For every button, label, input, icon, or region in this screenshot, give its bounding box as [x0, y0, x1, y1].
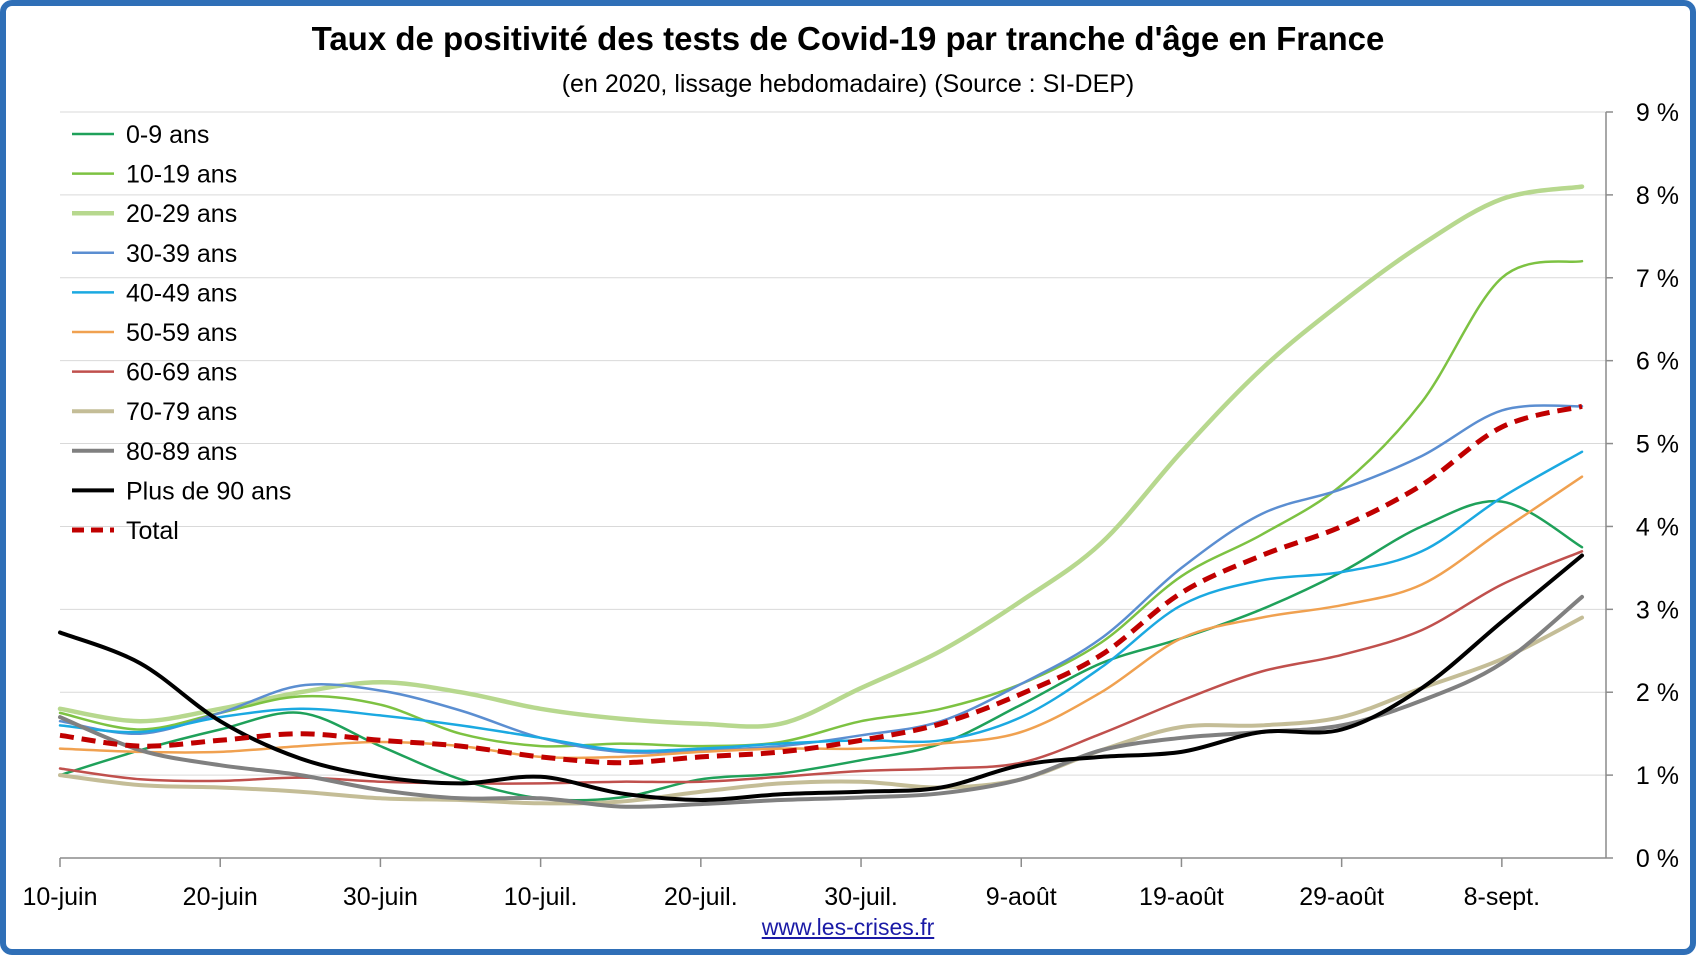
y-tick-label: 3 %	[1636, 596, 1679, 624]
legend-label: Plus de 90 ans	[126, 477, 291, 505]
legend-label: 30-39 ans	[126, 240, 237, 268]
x-tick-label: 30-juin	[343, 883, 418, 911]
series-line-30-39-ans	[58, 404, 1584, 754]
series-line-20-29-ans	[57, 184, 1585, 729]
source-link[interactable]: www.les-crises.fr	[761, 914, 935, 940]
x-tick-label: 20-juil.	[664, 883, 738, 911]
y-tick-label: 8 %	[1636, 182, 1679, 210]
y-tick-label: 7 %	[1636, 265, 1679, 293]
x-tick-label: 8-sept.	[1464, 883, 1540, 911]
series-lines	[57, 184, 1585, 809]
series-line-70-79-ans	[58, 615, 1584, 806]
series-line-Total	[59, 403, 1583, 766]
legend: 0-9 ans 10-19 ans 20-29 ans 30-39 ans 40-49 …	[72, 121, 291, 545]
series-line-0-9-ans	[58, 499, 1584, 802]
series-line-10-19-ans	[58, 259, 1584, 748]
x-tick-label: 19-août	[1139, 883, 1224, 911]
legend-label: 20-29 ans	[126, 200, 237, 228]
y-tick-label: 0 %	[1636, 845, 1679, 873]
legend-label: 70-79 ans	[126, 398, 237, 426]
series-line-80-89-ans	[58, 594, 1584, 809]
series-line-40-49-ans	[58, 450, 1584, 753]
legend-label: 60-69 ans	[126, 359, 237, 387]
series-line-50-59-ans	[58, 475, 1584, 760]
x-tick-label: 29-août	[1299, 883, 1384, 911]
legend-label: 40-49 ans	[126, 279, 237, 307]
y-tick-label: 1 %	[1636, 762, 1679, 790]
chart-title: Taux de positivité des tests de Covid-19…	[311, 20, 1385, 57]
x-tick-label: 20-juin	[183, 883, 258, 911]
x-tick-label: 10-juin	[22, 883, 97, 911]
y-tick-label: 9 %	[1636, 99, 1679, 127]
y-tick-label: 5 %	[1636, 431, 1679, 459]
x-tick-label: 10-juil.	[504, 883, 578, 911]
y-tick-label: 2 %	[1636, 679, 1679, 707]
legend-label: Total	[126, 517, 179, 545]
axes: 0 % 1 % 2 % 3 % 4 % 5 % 6 % 7 % 8 % 9 % 10-juin 20-…	[22, 99, 1679, 911]
legend-label: 10-19 ans	[126, 161, 237, 189]
series-line-Plus-de-90-ans	[58, 553, 1584, 803]
chart-subtitle: (en 2020, lissage hebdomadaire) (Source …	[561, 70, 1135, 98]
x-tick-label: 9-août	[986, 883, 1057, 911]
legend-label: 0-9 ans	[126, 121, 209, 149]
y-tick-label: 6 %	[1636, 348, 1679, 376]
legend-label: 50-59 ans	[126, 319, 237, 347]
legend-label: 80-89 ans	[126, 438, 237, 466]
y-tick-label: 4 %	[1636, 513, 1679, 541]
x-tick-label: 30-juil.	[824, 883, 898, 911]
